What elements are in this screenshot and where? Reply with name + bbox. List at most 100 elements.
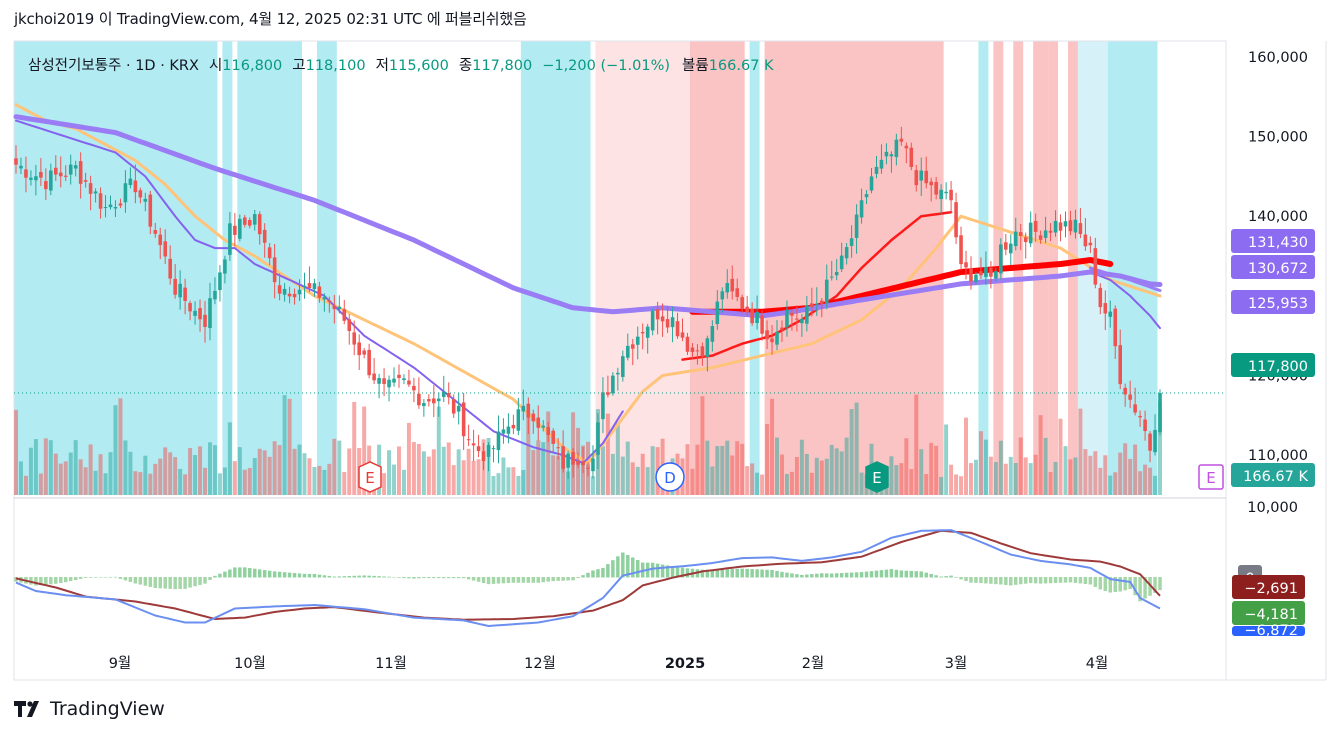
volume-bar	[1088, 455, 1093, 495]
volume-bar	[496, 473, 501, 495]
volume-bar	[128, 451, 133, 495]
macd-histogram-bar	[332, 576, 337, 578]
candle	[481, 442, 486, 471]
candle-body	[740, 297, 744, 309]
band-17	[1107, 41, 1158, 495]
macd-histogram-bar	[68, 577, 73, 582]
macd-histogram-bar	[471, 577, 476, 581]
volume-bar	[466, 448, 471, 495]
candle	[939, 184, 943, 215]
candle-body	[39, 171, 43, 178]
candle	[919, 157, 924, 197]
macd-histogram-bar	[1108, 577, 1113, 593]
candle-body	[705, 338, 710, 357]
macd-histogram-bar	[720, 569, 725, 578]
macd-histogram-bar	[635, 560, 640, 578]
candle-body	[337, 306, 342, 310]
macd-histogram-bar	[561, 577, 565, 581]
macd-histogram-bar	[839, 573, 844, 578]
candle	[506, 413, 511, 444]
candle-body	[556, 447, 560, 449]
time-label-1: 10월	[234, 655, 266, 672]
publish-header: jkchoi2019 이 TradingView.com, 4월 12, 202…	[14, 10, 527, 28]
volume-bar	[267, 456, 272, 495]
candle	[44, 168, 48, 200]
volume-bar	[839, 451, 844, 495]
candle-body	[113, 207, 118, 209]
price-label-box-4	[1231, 463, 1315, 487]
candle-body	[864, 194, 869, 198]
candle-body	[1028, 222, 1033, 244]
candle-body	[238, 218, 242, 239]
tradingview-logo[interactable]: TradingView	[14, 698, 165, 720]
candle	[630, 338, 635, 366]
volume-bar	[590, 476, 595, 495]
volume-bar	[998, 440, 1003, 495]
macd-histogram-bar	[466, 577, 471, 580]
candle-body	[387, 379, 391, 388]
volume-bar	[113, 405, 118, 495]
band-4	[520, 41, 591, 495]
candle-body	[665, 319, 670, 328]
candle-body	[123, 183, 128, 203]
candle	[362, 348, 366, 359]
macd-histogram-bar	[755, 569, 759, 578]
macd-histogram-bar	[427, 577, 431, 579]
macd-histogram-bar	[123, 577, 128, 581]
macd-histogram-bar	[282, 572, 287, 578]
volume-bar	[401, 469, 406, 495]
candle	[695, 344, 700, 365]
band-5	[595, 41, 690, 495]
price-axis: 160,000150,000140,000130,000120,000110,0…	[1231, 50, 1315, 487]
volume-bar	[630, 462, 635, 495]
macd-histogram-bar	[337, 576, 342, 578]
candle-body	[924, 170, 929, 184]
macd-histogram-bar	[591, 570, 595, 578]
macd-histogram-bar	[710, 569, 715, 578]
candle	[402, 374, 406, 385]
candle-body	[24, 169, 28, 178]
candle-body	[501, 429, 506, 434]
macd-histogram-bar	[1053, 577, 1058, 584]
candle-body	[685, 336, 690, 352]
brand-name: TradingView	[50, 698, 165, 720]
candle	[178, 270, 182, 310]
candle	[581, 447, 585, 474]
macd-histogram-bar	[964, 577, 968, 581]
macd-histogram-bar	[198, 577, 202, 585]
volume-bar	[262, 450, 267, 495]
time-label-4: 2025	[665, 656, 705, 672]
candle	[252, 209, 257, 231]
volume-bar	[1038, 415, 1043, 495]
macd-histogram-bar	[44, 577, 48, 585]
volume-bar	[526, 412, 531, 495]
volume-bar	[212, 445, 217, 495]
candle-body	[19, 165, 23, 169]
candle-body	[233, 225, 237, 235]
volume-bar	[198, 446, 203, 495]
volume-bar	[859, 472, 864, 495]
candle-body	[203, 314, 207, 327]
macd-histogram-bar	[949, 575, 953, 578]
macd-label-box-2	[1232, 626, 1305, 636]
candle	[745, 295, 749, 316]
candle	[805, 296, 809, 332]
volume-bar	[799, 439, 804, 495]
candle-body	[969, 268, 973, 282]
volume-bar	[635, 466, 640, 495]
time-axis: 9월 10월 11월 12월 2025 2월 3월 4월	[109, 655, 1109, 672]
volume-bar	[441, 446, 446, 495]
macd-histogram-bar	[541, 577, 545, 583]
volume-bar	[232, 461, 237, 495]
candle-body	[1073, 219, 1078, 233]
candle	[815, 287, 819, 316]
volume-bar	[501, 457, 506, 495]
candle-body	[247, 220, 252, 226]
price-tick-1: 150,000	[1248, 130, 1308, 146]
candlesticks	[14, 126, 1162, 479]
candle-body	[213, 290, 217, 300]
candle-body	[1048, 230, 1053, 233]
volume-bar	[1138, 471, 1143, 495]
macd-histogram-bar	[113, 576, 118, 578]
